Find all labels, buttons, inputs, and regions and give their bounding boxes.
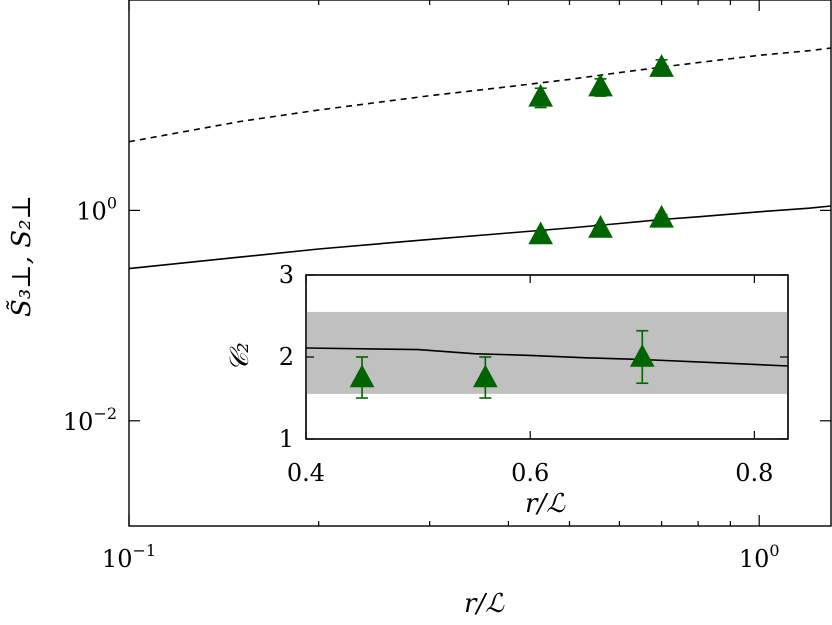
inset-data-point (629, 344, 655, 367)
main-x-tick-label: 10−1 (102, 541, 156, 573)
main-y-tick-label: 10−2 (63, 404, 117, 436)
main-data-point (528, 83, 554, 107)
main-series-dashed-line (129, 47, 831, 143)
inset-ticks-layer: 0.4 0.6 0.8 1 2 3 (279, 261, 788, 487)
main-data-point (649, 54, 674, 77)
inset-y-tick-label: 1 (279, 425, 294, 453)
inset-data-point (472, 364, 498, 388)
main-data-point (649, 204, 674, 228)
main-series-solid-line (129, 205, 831, 270)
inset-x-axis-label: r/ℒ (525, 489, 566, 519)
inset-x-tick-label: 0.4 (287, 459, 325, 487)
inset-plot: 0.4 0.6 0.8 1 2 3 r/ℒ 𝒞₂ (225, 261, 789, 519)
inset-series-line (305, 347, 789, 367)
main-x-tick-label: 100 (739, 541, 780, 573)
inset-data-point (349, 364, 375, 388)
inset-y-axis-label: 𝒞₂ (225, 342, 255, 371)
main-data-point (588, 73, 613, 97)
inset-series-layer (305, 311, 789, 399)
main-y-axis-label: S̃₃⊥, S₂⊥ (6, 195, 37, 317)
inset-x-tick-label: 0.8 (735, 459, 773, 487)
main-axis-frame (128, 0, 832, 527)
main-data-point (528, 221, 554, 245)
main-series-layer (129, 47, 831, 270)
main-x-axis-label: r/ℒ (464, 589, 505, 619)
main-plot: 10−1 100 10−2 100 r/ℒ S̃₃⊥, S₂⊥ (6, 0, 832, 619)
inset-y-tick-label: 3 (279, 261, 294, 289)
main-data-point (588, 215, 613, 238)
main-ticks-layer: 10−1 100 10−2 100 (63, 0, 831, 573)
main-y-tick-label: 100 (76, 193, 117, 225)
inset-shaded-band (306, 311, 788, 394)
inset-y-tick-label: 2 (279, 343, 294, 371)
inset-x-tick-label: 0.6 (511, 459, 549, 487)
